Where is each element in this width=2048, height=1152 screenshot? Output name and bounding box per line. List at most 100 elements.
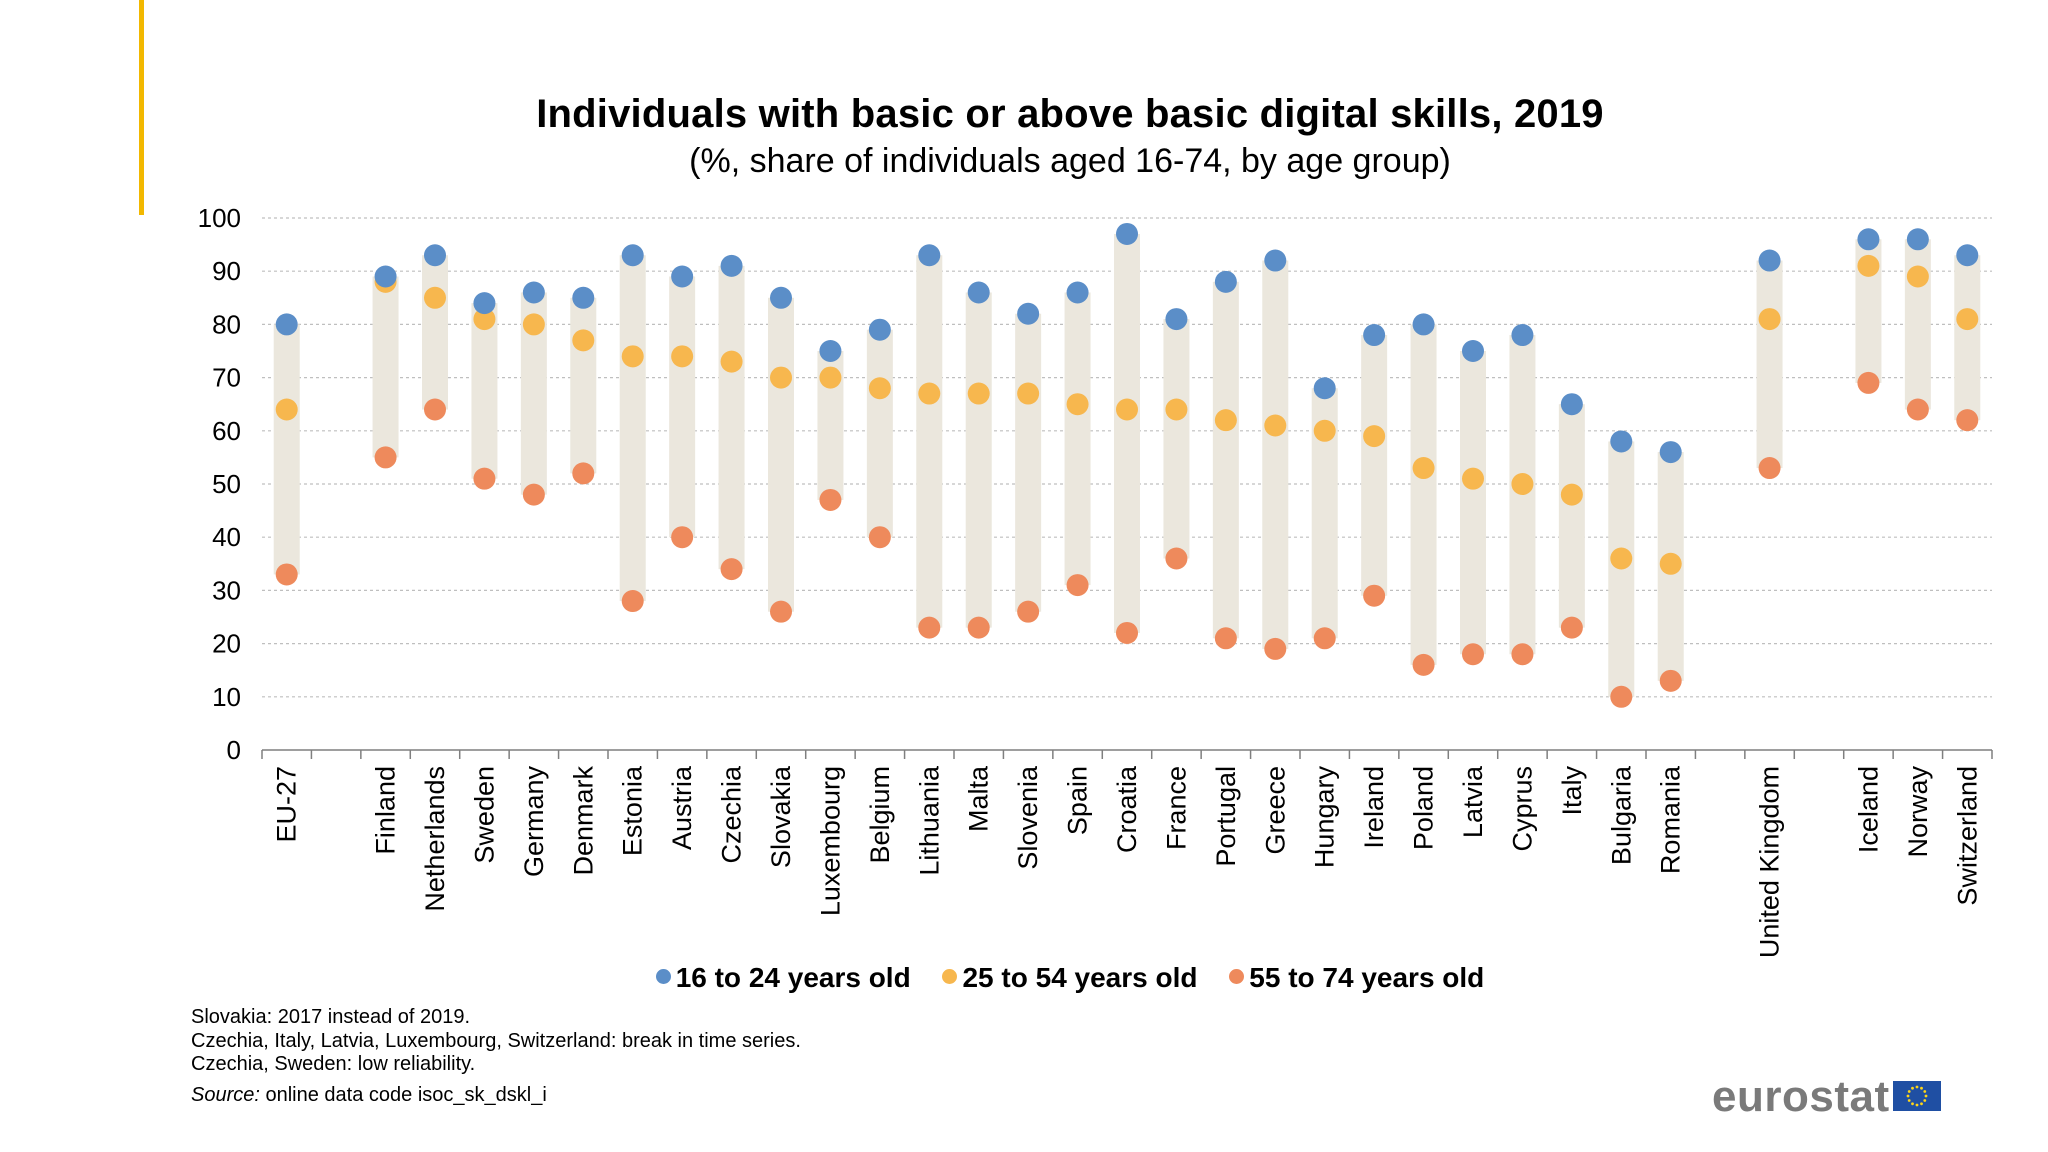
point-Estonia-series-1 <box>621 345 644 368</box>
point-Germany-series-1 <box>522 313 545 336</box>
point-Bulgaria-series-0 <box>1610 430 1633 453</box>
eu-flag-star <box>1915 1085 1919 1089</box>
x-tick-label-Norway: Norway <box>1903 766 1933 858</box>
point-Portugal-series-2 <box>1214 627 1237 650</box>
eu-flag-icon <box>1893 1081 1941 1111</box>
eu-flag-star <box>1923 1090 1927 1093</box>
point-Luxembourg-series-1 <box>819 366 842 389</box>
footnote-slovakia: Slovakia: 2017 instead of 2019. <box>191 1006 471 1028</box>
point-Hungary-series-2 <box>1313 627 1336 650</box>
range-bar-Italy <box>1558 404 1585 628</box>
range-bars <box>273 233 1981 697</box>
x-tick-label-Cyprus: Cyprus <box>1507 766 1537 852</box>
y-tick-label-20: 20 <box>212 629 241 659</box>
range-bar-Slovakia <box>768 297 794 612</box>
point-Sweden-series-2 <box>473 467 496 490</box>
range-bar-Switzerland <box>1954 255 1981 421</box>
x-tick-label-Bulgaria: Bulgaria <box>1606 765 1636 865</box>
x-tick-label-Malta: Malta <box>964 765 994 832</box>
range-bar-United Kingdom <box>1756 260 1783 469</box>
range-bar-France <box>1163 319 1190 559</box>
legend-item-16-24: 16 to 24 years old <box>655 962 911 994</box>
point-Estonia-series-2 <box>621 590 644 613</box>
x-tick-label-Finland: Finland <box>371 766 401 855</box>
point-Switzerland-series-2 <box>1956 409 1979 432</box>
eu-flag-star <box>1911 1086 1914 1090</box>
x-tick-label-United Kingdom: United Kingdom <box>1755 766 1785 958</box>
point-Sweden-series-1 <box>473 308 496 331</box>
range-bar-Denmark <box>570 297 597 474</box>
eu-flag-star <box>1907 1099 1911 1102</box>
point-Malta-series-2 <box>967 616 990 639</box>
point-Iceland-series-1 <box>1857 254 1880 277</box>
eu-flag-star <box>1923 1099 1927 1102</box>
range-bar-Lithuania <box>916 255 943 628</box>
x-tick-label-Croatia: Croatia <box>1112 765 1142 853</box>
point-Spain-series-1 <box>1066 393 1089 416</box>
point-Austria-series-1 <box>671 345 694 368</box>
point-Switzerland-series-0 <box>1956 244 1979 267</box>
point-Belgium-series-0 <box>868 318 891 341</box>
point-Netherlands-series-0 <box>424 244 446 267</box>
source-label: Source: <box>191 1084 260 1106</box>
point-Croatia-series-1 <box>1116 398 1138 421</box>
x-tick-label-Lithuania: Lithuania <box>914 765 944 876</box>
range-bar-Spain <box>1064 292 1091 586</box>
range-bar-Norway <box>1904 239 1931 410</box>
point-Norway-series-2 <box>1906 398 1929 421</box>
x-tick-label-Greece: Greece <box>1260 766 1290 855</box>
range-bar-Ireland <box>1361 335 1388 596</box>
point-Malta-series-0 <box>967 281 990 304</box>
legend: 16 to 24 years old 25 to 54 years old 55… <box>0 962 2048 994</box>
point-EU-27-series-2 <box>275 563 298 586</box>
point-United Kingdom-series-2 <box>1758 457 1781 480</box>
axes: 0 10 20 30 40 50 60 70 80 90 100 <box>198 203 1993 765</box>
x-tick-label-Poland: Poland <box>1409 766 1439 850</box>
point-Bulgaria-series-1 <box>1610 547 1633 570</box>
x-tick-label-Austria: Austria <box>667 765 697 850</box>
point-Norway-series-1 <box>1906 265 1929 288</box>
category-labels: EU-27 Finland Netherlands Sweden Germany Denm… <box>272 765 1983 958</box>
point-Spain-series-0 <box>1066 281 1089 304</box>
point-Slovenia-series-1 <box>1017 382 1040 405</box>
legend-label-25-54: 25 to 54 years old <box>962 962 1198 993</box>
legend-label-55-74: 55 to 74 years old <box>1249 962 1485 993</box>
point-EU-27-series-0 <box>275 313 298 336</box>
point-Portugal-series-0 <box>1214 270 1237 293</box>
point-Poland-series-2 <box>1412 653 1435 676</box>
x-tick-label-Czechia: Czechia <box>717 765 747 864</box>
y-tick-label-60: 60 <box>212 416 241 446</box>
point-Netherlands-series-1 <box>424 286 446 309</box>
point-Hungary-series-0 <box>1313 377 1336 400</box>
point-Ireland-series-0 <box>1363 324 1386 347</box>
y-tick-label-50: 50 <box>212 469 241 499</box>
point-Austria-series-2 <box>671 526 694 549</box>
point-Austria-series-0 <box>671 265 694 288</box>
point-Hungary-series-1 <box>1313 419 1336 442</box>
point-Greece-series-1 <box>1264 414 1287 437</box>
chart-title: Individuals with basic or above basic di… <box>536 92 1604 136</box>
x-tick-label-Hungary: Hungary <box>1310 766 1340 869</box>
x-tick-label-Netherlands: Netherlands <box>420 766 450 912</box>
point-Latvia-series-2 <box>1462 643 1484 666</box>
point-Croatia-series-2 <box>1116 621 1138 644</box>
point-Spain-series-2 <box>1066 574 1089 597</box>
point-Czechia-series-1 <box>720 350 743 373</box>
point-Denmark-series-0 <box>572 286 595 309</box>
point-Bulgaria-series-2 <box>1610 685 1633 708</box>
point-Cyprus-series-1 <box>1511 473 1534 495</box>
range-bar-Sweden <box>471 303 498 479</box>
point-Croatia-series-0 <box>1116 222 1138 245</box>
point-Slovakia-series-0 <box>770 286 792 309</box>
point-Latvia-series-1 <box>1462 467 1484 490</box>
y-tick-label-100: 100 <box>198 203 241 233</box>
y-tick-label-10: 10 <box>212 682 241 712</box>
range-bar-Estonia <box>619 255 646 602</box>
range-bar-Croatia <box>1114 233 1140 633</box>
legend-dot-16-24 <box>655 969 671 985</box>
range-bar-Belgium <box>866 329 893 538</box>
point-Norway-series-0 <box>1906 228 1929 251</box>
point-Slovakia-series-2 <box>770 600 792 623</box>
